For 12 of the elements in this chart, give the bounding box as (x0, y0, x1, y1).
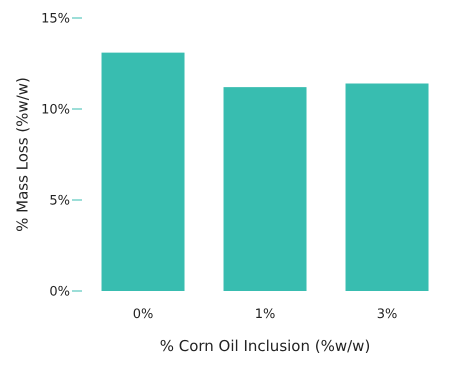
x-tick-label: 3% (376, 307, 398, 322)
bar (346, 84, 429, 291)
y-axis-title: % Mass Loss (%w/w) (13, 77, 32, 232)
y-tick-label: 10% (41, 102, 70, 118)
y-tick-label: 0% (49, 284, 70, 300)
x-tick-label: 0% (132, 307, 154, 322)
bar (224, 87, 307, 291)
y-tick-label: 15% (41, 12, 70, 27)
bar (102, 52, 185, 291)
y-tick-label: 5% (49, 194, 70, 209)
x-axis-title: % Corn Oil Inclusion (%w/w) (160, 337, 370, 355)
x-tick-label: 1% (254, 307, 276, 322)
